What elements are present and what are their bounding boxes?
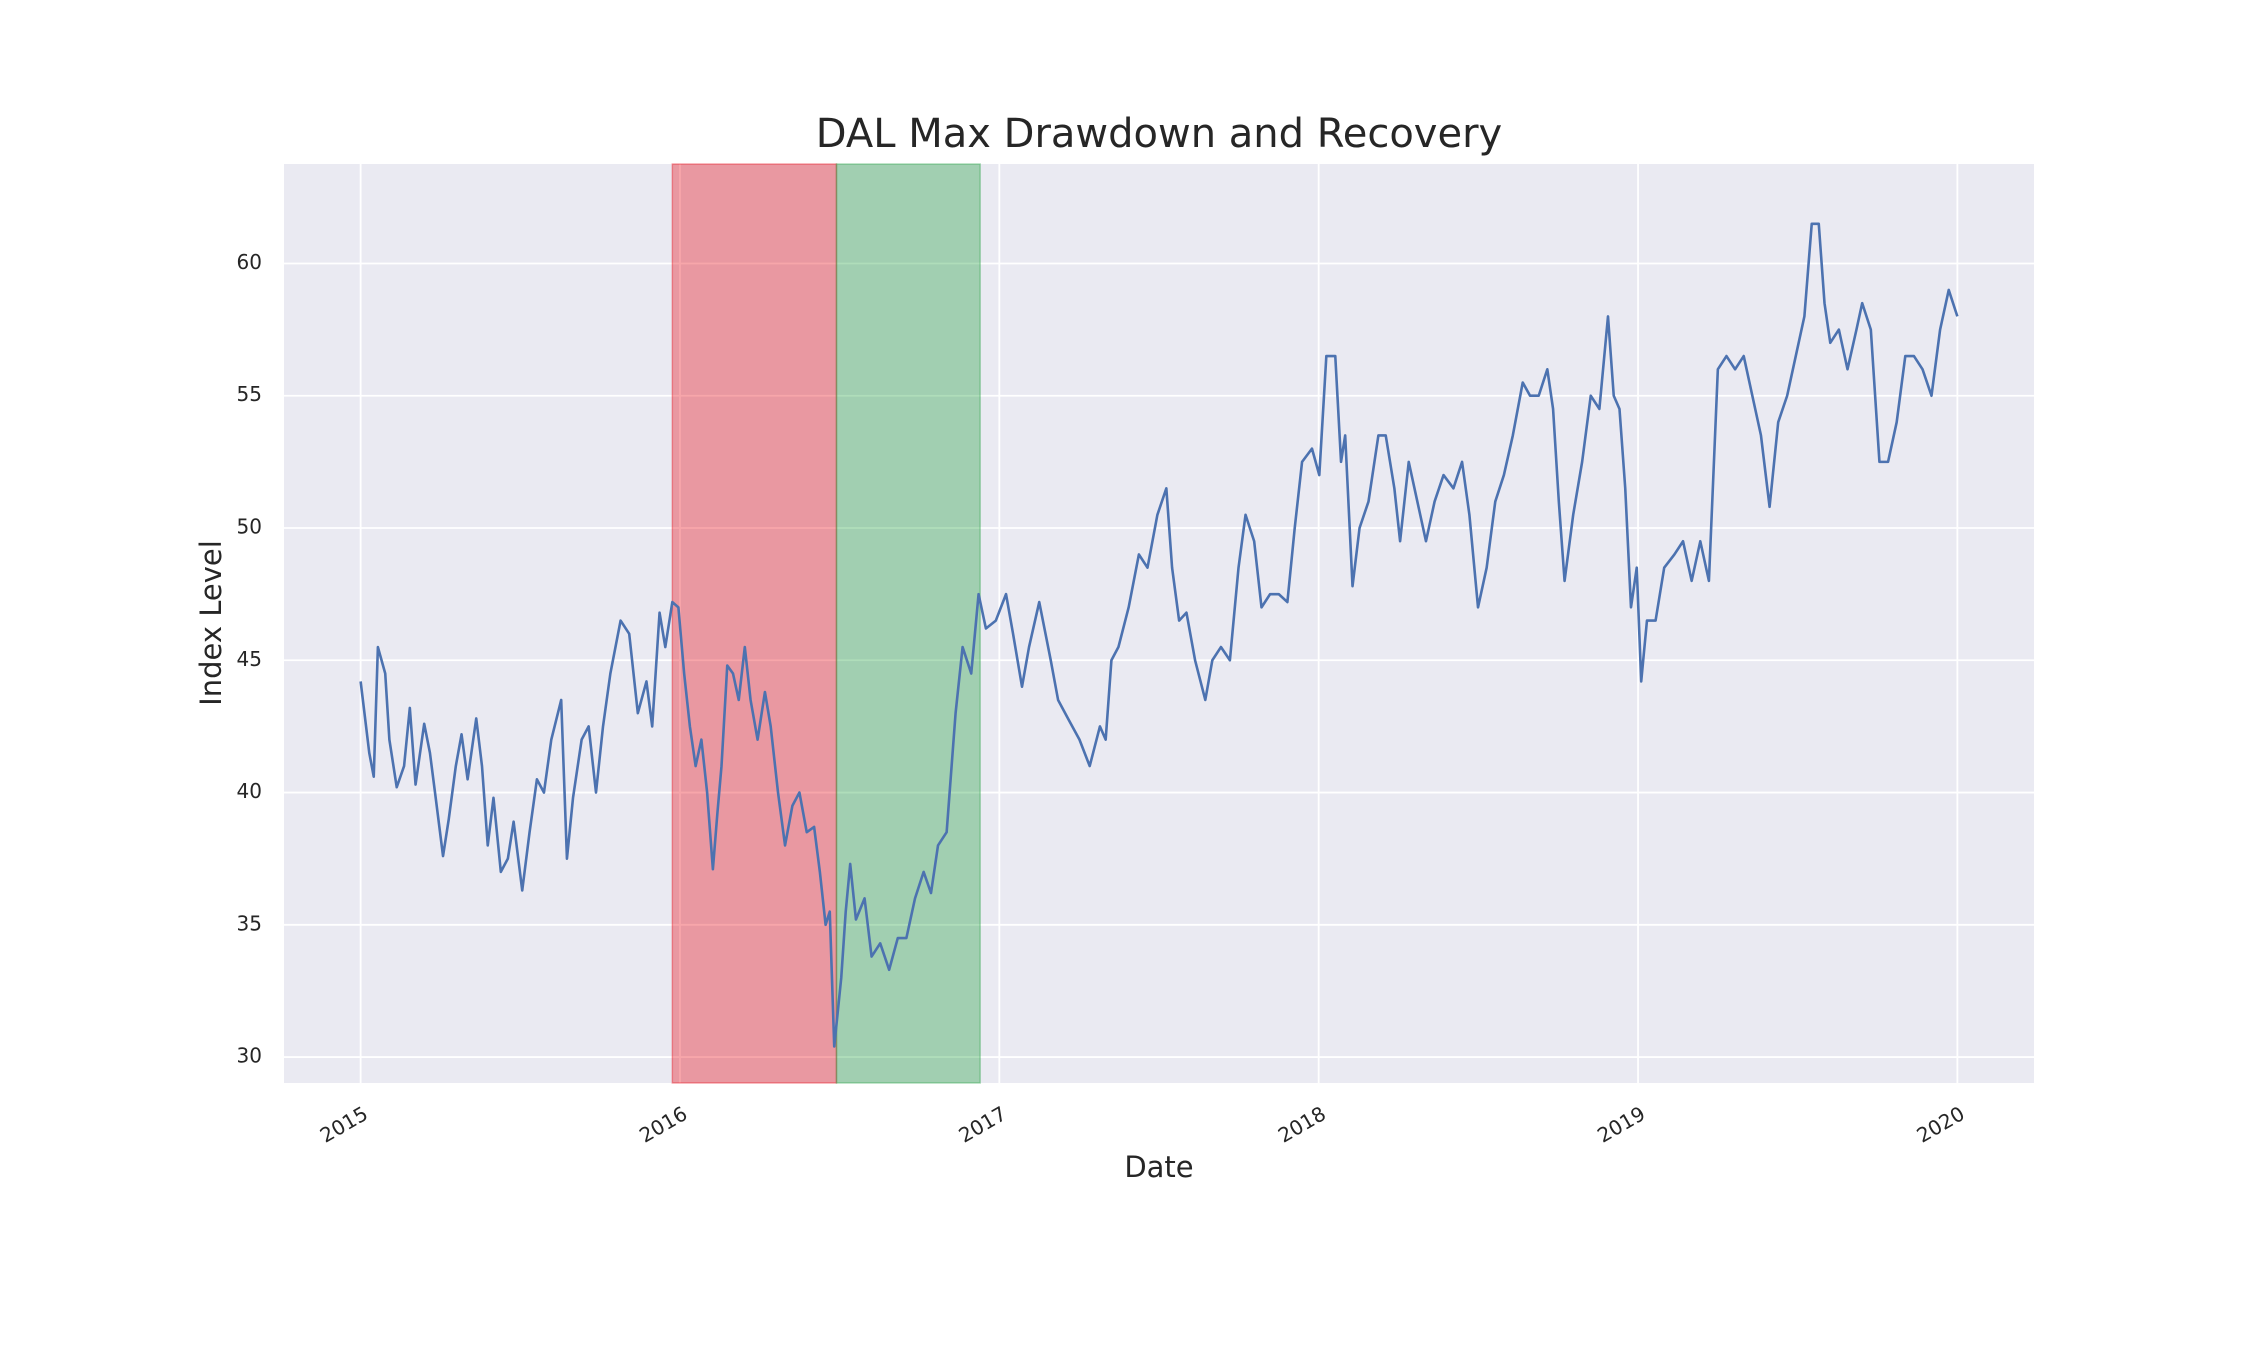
y-tick-label: 35 (237, 911, 262, 935)
shaded-span (671, 163, 838, 1084)
data-line (359, 222, 1959, 1048)
x-tick-label: 2019 (1593, 1101, 1649, 1147)
x-tick-label: 2020 (1913, 1101, 1969, 1147)
x-tick-label: 2016 (635, 1101, 691, 1147)
y-tick-label: 40 (237, 779, 262, 803)
x-tick-label: 2017 (954, 1101, 1010, 1147)
plot-area (284, 164, 2034, 1083)
shaded-span (835, 163, 981, 1084)
chart-title: DAL Max Drawdown and Recovery (816, 111, 1502, 157)
y-tick-label: 30 (237, 1044, 262, 1068)
y-tick-label: 45 (237, 647, 262, 671)
x-tick-label: 2018 (1274, 1101, 1330, 1147)
x-axis-label: Date (1124, 1150, 1193, 1184)
y-axis-label: Index Level (194, 540, 228, 706)
y-tick-label: 55 (237, 382, 262, 406)
spans (671, 163, 981, 1084)
y-tick-label: 60 (237, 250, 262, 274)
y-tick-label: 50 (237, 515, 262, 539)
x-tick-label: 2015 (316, 1101, 372, 1147)
grid (284, 164, 2034, 1083)
lines (359, 222, 1959, 1048)
